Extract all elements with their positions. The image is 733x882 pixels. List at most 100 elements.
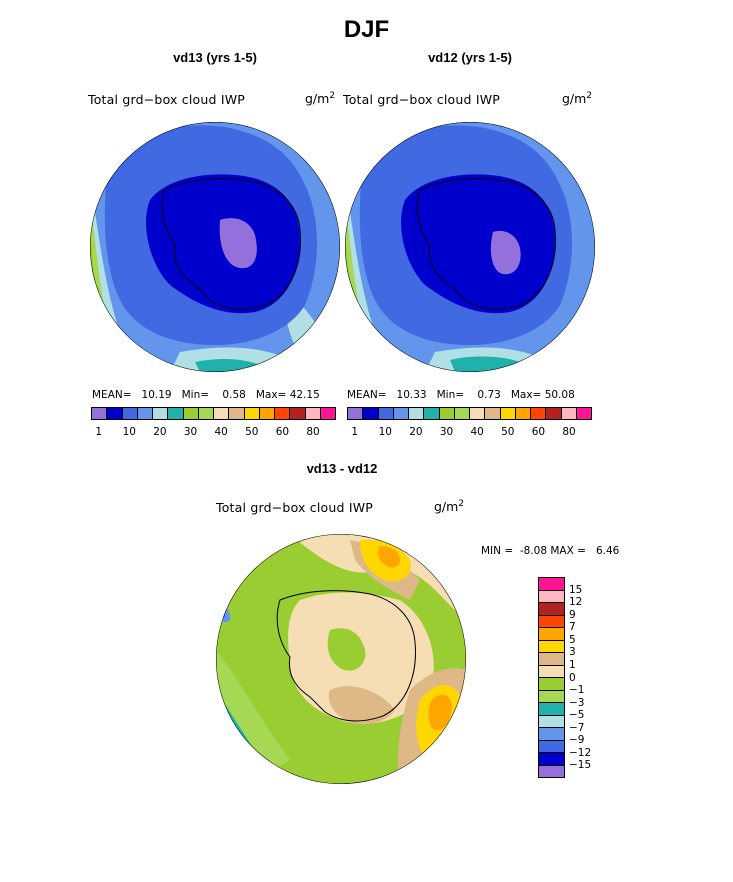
colorbar-swatch xyxy=(183,408,199,419)
colorbar-tick-label: 40 xyxy=(214,426,228,438)
colorbar-swatch xyxy=(531,408,547,419)
colorbar-panel-2 xyxy=(347,407,592,420)
figure-title: DJF xyxy=(343,16,390,43)
colorbar-swatch xyxy=(485,408,501,419)
colorbar-swatch xyxy=(348,408,364,419)
colorbar-swatch xyxy=(363,408,379,419)
panel-1-variable-label: Total grd−box cloud IWP xyxy=(88,92,246,107)
colorbar-swatch xyxy=(500,408,516,419)
colorbar-swatch xyxy=(515,408,531,419)
colorbar-tick-label: 5 xyxy=(569,633,576,646)
colorbar-tick-label: −9 xyxy=(569,734,585,747)
colorbar-swatch xyxy=(539,728,564,741)
colorbar-swatch xyxy=(424,408,440,419)
map-difference xyxy=(216,534,466,784)
colorbar-tick-label: 60 xyxy=(275,426,290,438)
colorbar-tick-label: 12 xyxy=(569,596,583,609)
colorbar-swatch xyxy=(539,665,564,678)
colorbar-tick-label: 10 xyxy=(122,426,136,438)
colorbar-tick-label: 50 xyxy=(501,426,515,438)
colorbar-swatch xyxy=(539,653,564,666)
colorbar-tick-label: 20 xyxy=(153,426,167,438)
colorbar-tick-label: 1 xyxy=(351,426,358,438)
difference-min-max: MIN = -8.08 MAX = 6.46 xyxy=(481,545,620,557)
colorbar-swatch xyxy=(168,408,184,419)
colorbar-swatch xyxy=(393,408,409,419)
colorbar-swatch xyxy=(92,408,108,419)
colorbar-swatch xyxy=(409,408,425,419)
colorbar-swatch xyxy=(539,753,564,766)
colorbar-tick-label: 60 xyxy=(531,426,546,438)
colorbar-panel-2-ticks: 1 10 20 30 40 50 60 80 xyxy=(347,426,592,440)
colorbar-swatch xyxy=(546,408,562,419)
colorbar-swatch xyxy=(539,690,564,703)
colorbar-swatch xyxy=(107,408,123,419)
colorbar-swatch xyxy=(439,408,455,419)
colorbar-swatch xyxy=(539,678,564,691)
colorbar-tick-label: 30 xyxy=(183,426,198,438)
colorbar-swatch xyxy=(153,408,169,419)
difference-subtitle: vd13 - vd12 xyxy=(306,461,378,476)
colorbar-swatch xyxy=(305,408,321,419)
colorbar-tick-label: 1 xyxy=(569,658,576,671)
difference-units: g/m2 xyxy=(434,499,465,515)
colorbar-difference-ticks: 15 12 9 7 5 3 1 0 −1 −3 −5 −7 −9 −12 −15 xyxy=(569,577,609,778)
colorbar-swatch xyxy=(539,715,564,728)
colorbar-swatch xyxy=(539,590,564,603)
colorbar-swatch xyxy=(539,640,564,653)
colorbar-swatch xyxy=(576,408,591,419)
colorbar-swatch xyxy=(214,408,230,419)
panel-2-subtitle: vd12 (yrs 1-5) xyxy=(428,50,512,65)
colorbar-tick-label: 9 xyxy=(569,608,576,621)
panel-2-units: g/m2 xyxy=(562,91,593,107)
colorbar-swatch xyxy=(259,408,275,419)
map-vd12 xyxy=(345,122,595,372)
colorbar-swatch xyxy=(229,408,245,419)
colorbar-tick-label: 20 xyxy=(409,426,423,438)
colorbar-swatch xyxy=(137,408,153,419)
colorbar-tick-label: 15 xyxy=(569,583,583,596)
colorbar-swatch xyxy=(539,615,564,628)
colorbar-tick-label: 7 xyxy=(569,621,576,634)
colorbar-swatch xyxy=(378,408,394,419)
colorbar-swatch xyxy=(539,603,564,616)
colorbar-tick-label: −12 xyxy=(569,746,592,759)
colorbar-tick-label: −7 xyxy=(569,721,585,734)
colorbar-swatch xyxy=(539,703,564,716)
difference-variable-label: Total grd−box cloud IWP xyxy=(216,500,374,515)
colorbar-swatch xyxy=(198,408,214,419)
colorbar-tick-label: −15 xyxy=(569,759,592,772)
colorbar-swatch xyxy=(470,408,486,419)
map-vd13 xyxy=(90,122,340,372)
colorbar-swatch xyxy=(244,408,260,419)
colorbar-swatch xyxy=(539,578,564,591)
colorbar-tick-label: 1 xyxy=(95,426,102,438)
colorbar-swatch xyxy=(539,628,564,641)
colorbar-tick-label: −5 xyxy=(569,709,585,722)
colorbar-swatch xyxy=(290,408,306,419)
colorbar-swatch xyxy=(539,740,564,753)
colorbar-tick-label: −1 xyxy=(569,684,585,697)
colorbar-tick-label: −3 xyxy=(569,696,585,709)
colorbar-swatch xyxy=(122,408,138,419)
colorbar-panel-1 xyxy=(91,407,336,420)
colorbar-tick-label: 50 xyxy=(245,426,259,438)
panel-2-stats: MEAN= 10.33 Min= 0.73 Max= 50.08 xyxy=(347,389,575,401)
colorbar-tick-label: 80 xyxy=(562,426,576,438)
colorbar-tick-label: 30 xyxy=(439,426,454,438)
colorbar-tick-label: 80 xyxy=(306,426,320,438)
panel-2-variable-label: Total grd−box cloud IWP xyxy=(343,92,501,107)
colorbar-tick-label: 10 xyxy=(378,426,392,438)
panel-1-units: g/m2 xyxy=(305,91,336,107)
colorbar-swatch xyxy=(539,765,564,777)
colorbar-swatch xyxy=(561,408,577,419)
colorbar-tick-label: 3 xyxy=(569,646,576,659)
colorbar-swatch xyxy=(275,408,291,419)
panel-1-stats: MEAN= 10.19 Min= 0.58 Max= 42.15 xyxy=(92,389,320,401)
colorbar-swatch xyxy=(454,408,470,419)
colorbar-difference xyxy=(538,577,565,778)
panel-1-subtitle: vd13 (yrs 1-5) xyxy=(173,50,257,65)
colorbar-tick-label: 0 xyxy=(569,671,576,684)
colorbar-panel-1-ticks: 1 10 20 30 40 50 60 80 xyxy=(91,426,336,440)
